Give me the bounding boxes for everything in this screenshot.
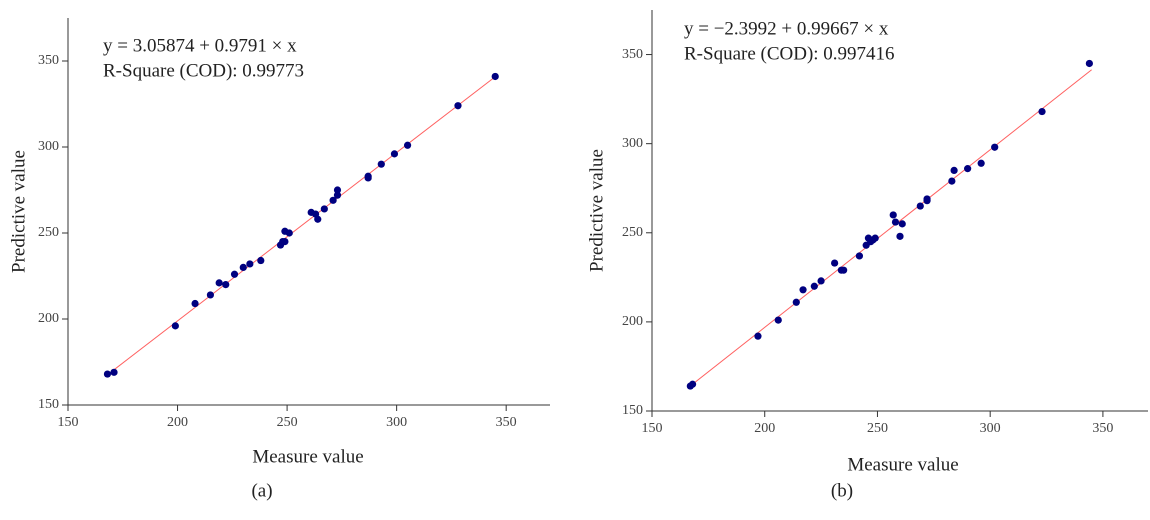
y-tick-label: 350 <box>38 53 59 68</box>
point <box>1038 107 1046 116</box>
point <box>239 263 247 271</box>
point <box>896 232 904 240</box>
panel-label: (b) <box>831 480 853 501</box>
x-tick-label: 200 <box>754 421 775 436</box>
x-tick-label: 250 <box>867 421 888 436</box>
point <box>364 172 372 180</box>
point <box>333 191 342 199</box>
point <box>964 165 972 173</box>
point <box>215 279 223 287</box>
point <box>246 260 254 268</box>
point <box>977 159 985 167</box>
point <box>103 370 112 378</box>
point <box>916 202 924 210</box>
y-tick-label: 250 <box>38 225 59 240</box>
point <box>799 286 807 294</box>
point <box>222 281 230 289</box>
annotation: R-Square (COD): 0.99773 <box>103 60 304 81</box>
point <box>792 298 800 306</box>
point <box>774 316 782 324</box>
point <box>191 299 199 308</box>
point <box>314 215 322 223</box>
point <box>950 166 958 174</box>
y-tick-label: 250 <box>622 225 643 240</box>
x-axis-label: Measure value <box>252 446 363 467</box>
point <box>923 195 931 203</box>
point <box>110 368 118 376</box>
point <box>171 322 179 330</box>
annotation: y = 3.05874 + 0.9791 × x <box>103 35 297 56</box>
point <box>230 270 239 278</box>
y-tick-label: 300 <box>622 136 643 151</box>
fit-line <box>690 69 1092 387</box>
point <box>898 220 906 228</box>
point <box>840 266 848 274</box>
point <box>831 259 839 267</box>
x-tick-label: 300 <box>386 415 407 430</box>
point <box>491 72 499 81</box>
x-axis-label: Measure value <box>847 454 958 475</box>
point <box>871 234 879 242</box>
y-tick-label: 200 <box>622 314 643 329</box>
point <box>948 177 956 185</box>
y-tick-label: 300 <box>38 139 59 154</box>
x-tick-label: 350 <box>496 415 517 430</box>
fit-line <box>111 76 496 372</box>
point <box>206 291 215 299</box>
panel-label: (a) <box>251 480 272 501</box>
point <box>817 277 825 285</box>
point <box>855 252 864 260</box>
point <box>754 332 762 340</box>
x-tick-label: 250 <box>277 415 298 430</box>
point <box>333 186 342 194</box>
point <box>281 238 289 246</box>
y-axis-label: Predictive value <box>8 150 29 273</box>
point <box>257 256 265 265</box>
y-axis-label: Predictive value <box>586 149 607 272</box>
point <box>320 205 328 213</box>
point <box>688 380 697 388</box>
point <box>1085 59 1093 68</box>
point <box>889 211 897 219</box>
point <box>810 282 818 290</box>
x-tick-label: 200 <box>167 415 188 430</box>
y-tick-label: 150 <box>622 403 643 418</box>
annotation: y = −2.3992 + 0.99667 × x <box>684 18 889 39</box>
x-tick-label: 150 <box>58 415 79 430</box>
x-tick-label: 150 <box>642 421 663 436</box>
annotation: R-Square (COD): 0.997416 <box>684 43 895 64</box>
point <box>991 143 999 151</box>
point <box>454 102 462 110</box>
point <box>403 141 412 149</box>
x-tick-label: 350 <box>1092 421 1113 436</box>
point <box>329 196 337 204</box>
point <box>390 150 399 158</box>
y-tick-label: 200 <box>38 311 59 326</box>
point <box>377 160 385 168</box>
y-tick-label: 150 <box>38 397 59 412</box>
y-tick-label: 350 <box>622 47 643 62</box>
point <box>285 229 293 237</box>
point <box>891 218 900 226</box>
x-tick-label: 300 <box>980 421 1001 436</box>
